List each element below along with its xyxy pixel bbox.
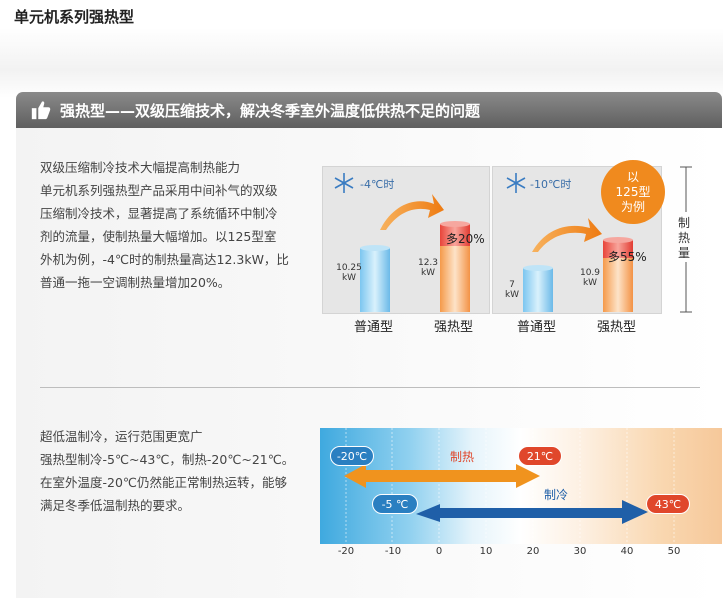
range-tick: 10 xyxy=(479,546,493,557)
temp-label-minus10: -10℃时 xyxy=(530,178,572,191)
badge-line: 125型 xyxy=(615,184,651,199)
range-line: 强热型制冷-5℃~43℃，制热-20℃~21℃。 xyxy=(40,452,295,467)
range-tick: 0 xyxy=(435,546,443,557)
value-strong-minus4: 12.3 kW xyxy=(417,258,439,278)
heating-min-badge: -20℃ xyxy=(330,446,374,466)
range-line: 在室外温度-20℃仍然能正常制热运转，能够 xyxy=(40,475,287,490)
bar-strong-minus10 xyxy=(603,237,633,312)
cooling-label: 制冷 xyxy=(544,488,569,502)
heating-label: 制热 xyxy=(450,450,475,464)
badge-line: 为例 xyxy=(620,199,645,214)
range-line: 满足冬季低温制热的要求。 xyxy=(40,498,191,513)
range-tick: -20 xyxy=(337,546,355,557)
increase-label-minus4: 多20% xyxy=(446,232,485,246)
intro-line: 单元机系列强热型产品采用中间补气的双级 xyxy=(40,183,278,198)
range-tick: 30 xyxy=(573,546,587,557)
intro-paragraph: 双级压缩制冷技术大幅提高制热能力 单元机系列强热型产品采用中间补气的双级 压缩制… xyxy=(40,156,316,294)
temp-label-minus4: -4℃时 xyxy=(360,178,395,191)
badge-line: 以 xyxy=(626,169,639,184)
model-badge: 以 125型 为例 xyxy=(601,160,665,224)
snowflake-icon xyxy=(506,173,526,193)
cooling-min-badge: -5 ℃ xyxy=(372,494,418,514)
section-title: 强热型——双级压缩技术，解决冬季室外温度低供热不足的问题 xyxy=(60,101,481,120)
value-strong-minus10: 10.9 kW xyxy=(579,268,601,288)
snowflake-icon xyxy=(334,173,354,193)
page-title: 单元机系列强热型 xyxy=(14,8,135,26)
intro-line: 外机为例，-4℃时的制热量高达12.3kW，比 xyxy=(40,252,289,267)
intro-line: 压缩制冷技术，显著提高了系统循环中制冷 xyxy=(40,206,278,221)
operating-range-chart: -20℃ 21℃ 制热 -5 ℃ 43℃ 制冷 xyxy=(320,428,722,544)
intro-line: 普通一拖一空调制热量增加20%。 xyxy=(40,275,231,290)
intro-line: 双级压缩制冷技术大幅提高制热能力 xyxy=(40,160,241,175)
section-header: 强热型——双级压缩技术，解决冬季室外温度低供热不足的问题 xyxy=(16,92,722,128)
bar-label-strong-minus4: 强热型 xyxy=(434,320,474,335)
capacity-axis-label: 制热量 xyxy=(678,216,691,260)
bar-label-normal-minus10: 普通型 xyxy=(517,320,557,335)
range-paragraph: 超低温制冷，运行范围更宽广 强热型制冷-5℃~43℃，制热-20℃~21℃。 在… xyxy=(40,425,320,517)
bar-normal-minus4 xyxy=(360,245,390,312)
axis-bracket xyxy=(680,166,692,313)
range-tick: 50 xyxy=(667,546,681,557)
heating-max-badge: 21℃ xyxy=(518,446,562,466)
capacity-bars xyxy=(334,173,633,312)
cooling-max-badge: 43℃ xyxy=(646,494,690,514)
range-line: 超低温制冷，运行范围更宽广 xyxy=(40,429,203,444)
heating-range-arrow xyxy=(344,464,540,488)
thumbs-up-icon xyxy=(31,101,51,120)
increase-arrow-minus10 xyxy=(532,218,602,252)
bar-strong-minus4 xyxy=(440,221,470,312)
range-tick: -10 xyxy=(384,546,402,557)
bar-label-normal-minus4: 普通型 xyxy=(354,320,394,335)
increase-arrow-minus4 xyxy=(380,194,444,230)
range-gridlines xyxy=(344,428,675,544)
section-divider xyxy=(40,387,700,388)
bar-label-strong-minus10: 强热型 xyxy=(597,320,637,335)
heating-capacity-chart: -4℃时 -10℃时 10.25 kW 12.3 kW 多20% 7 kW 10… xyxy=(322,160,722,336)
bar-normal-minus10 xyxy=(523,265,553,312)
value-normal-minus4: 10.25 kW xyxy=(336,263,362,283)
background-swoosh xyxy=(0,28,723,98)
value-normal-minus10: 7 kW xyxy=(504,280,520,300)
intro-line: 剂的流量，使制热量大幅增加。以125型室 xyxy=(40,229,277,244)
range-tick: 40 xyxy=(620,546,634,557)
increase-label-minus10: 多55% xyxy=(608,250,647,264)
cooling-range-arrow xyxy=(416,500,648,524)
range-tick: 20 xyxy=(526,546,540,557)
